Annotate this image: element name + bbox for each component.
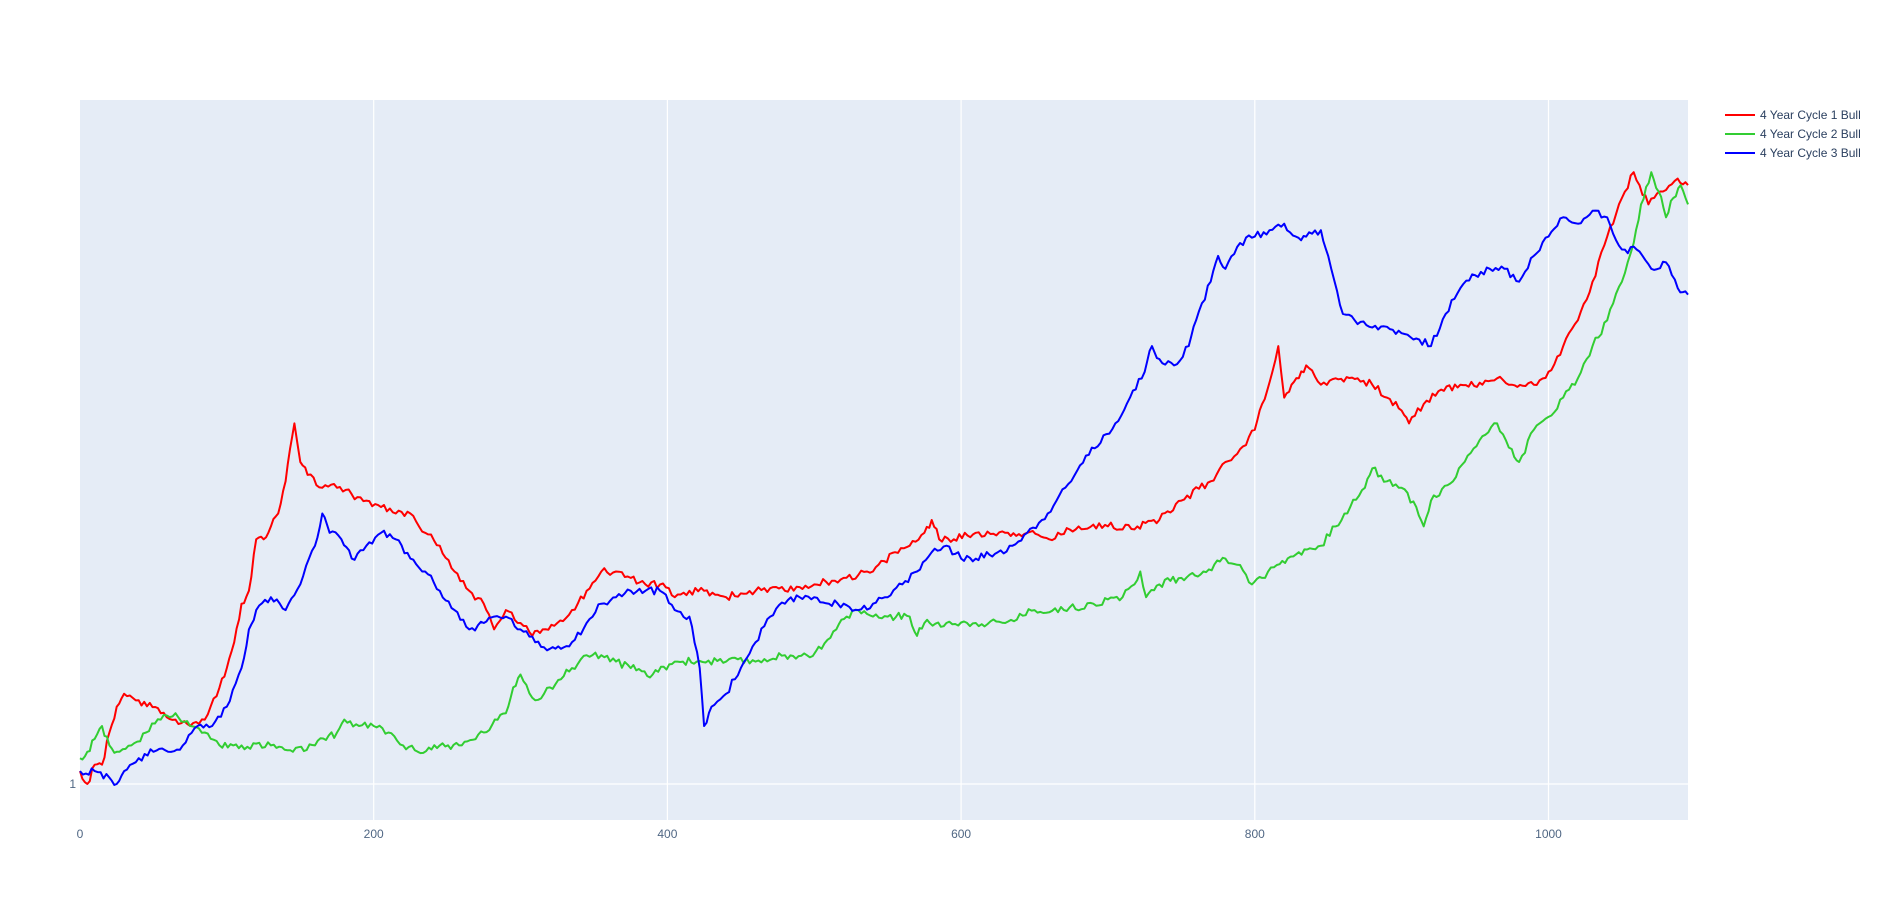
legend-item[interactable]: 4 Year Cycle 3 Bull	[1725, 146, 1861, 160]
legend-item[interactable]: 4 Year Cycle 2 Bull	[1725, 127, 1861, 141]
gridlines	[80, 100, 1688, 820]
x-axis: 0 200 400 600 800 1000	[77, 827, 1563, 841]
series-line	[79, 209, 1689, 786]
x-tick-label: 0	[77, 827, 84, 841]
legend-label: 4 Year Cycle 2 Bull	[1760, 127, 1861, 141]
series-lines	[79, 171, 1689, 786]
y-tick-label: 1	[69, 777, 76, 791]
x-tick-label: 200	[364, 827, 384, 841]
x-tick-label: 600	[951, 827, 971, 841]
legend-label: 4 Year Cycle 1 Bull	[1760, 108, 1861, 122]
series-line	[79, 171, 1689, 785]
series-line	[79, 171, 1689, 761]
legend-label: 4 Year Cycle 3 Bull	[1760, 146, 1861, 160]
legend: 4 Year Cycle 1 Bull 4 Year Cycle 2 Bull 4 …	[1725, 108, 1861, 160]
x-tick-label: 400	[657, 827, 677, 841]
x-tick-label: 800	[1245, 827, 1265, 841]
y-axis: 1	[69, 777, 76, 791]
legend-item[interactable]: 4 Year Cycle 1 Bull	[1725, 108, 1861, 122]
x-tick-label: 1000	[1535, 827, 1562, 841]
plot-area	[80, 100, 1688, 820]
